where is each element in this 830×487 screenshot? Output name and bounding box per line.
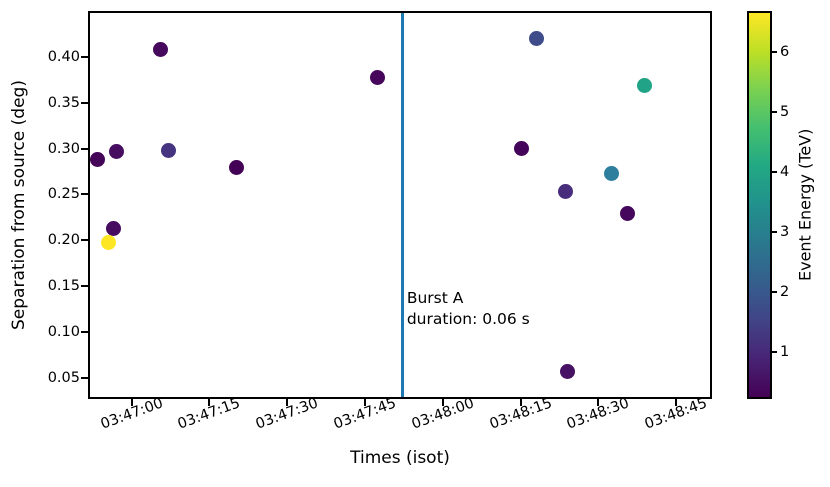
x-tick-mark	[675, 397, 678, 406]
colorbar: 1 2 3 4 5 6 Event Energy (TeV)	[747, 11, 815, 399]
scatter-point	[161, 142, 177, 158]
scatter-point	[109, 143, 125, 159]
y-tick-label: 0.15	[47, 278, 80, 295]
y-tick-mark	[81, 285, 90, 288]
scatter-point	[229, 160, 245, 176]
colorbar-tick-label: 4	[780, 164, 790, 180]
x-tick-mark	[597, 397, 600, 406]
colorbar-tick-label: 6	[780, 44, 790, 60]
burst-vertical-line	[401, 13, 405, 397]
colorbar-gradient	[747, 11, 772, 399]
x-tick-mark	[441, 397, 444, 406]
y-tick-label: 0.20	[47, 232, 80, 249]
y-tick-label: 0.10	[47, 323, 80, 340]
y-tick-label: 0.35	[47, 94, 80, 111]
scatter-point	[560, 363, 576, 379]
x-tick-mark	[208, 397, 211, 406]
scatter-point	[620, 206, 635, 222]
scatter-point	[90, 152, 106, 168]
scatter-point	[603, 165, 619, 181]
scatter-point	[557, 184, 573, 200]
colorbar-tick-label: 5	[780, 104, 790, 120]
y-tick-label: 0.40	[47, 48, 80, 65]
y-tick-label: 0.30	[47, 140, 80, 157]
y-tick-mark	[81, 147, 90, 150]
burst-annotation-line1: Burst A	[406, 289, 464, 307]
y-tick-label: 0.05	[47, 369, 80, 386]
x-tick-mark	[130, 397, 133, 406]
scatter-point	[106, 220, 122, 236]
colorbar-tick-label: 1	[780, 344, 790, 360]
y-tick-label: 0.25	[47, 186, 80, 203]
scatter-point	[100, 234, 116, 250]
burst-annotation-line2: duration: 0.06 s	[406, 310, 530, 328]
colorbar-label: Event Energy (TeV)	[795, 128, 815, 282]
colorbar-tick-mark	[770, 171, 777, 173]
colorbar-tick-mark	[770, 51, 777, 53]
x-axis-label: Times (isot)	[350, 448, 450, 468]
x-tick-mark	[286, 397, 289, 406]
scatter-point	[529, 31, 545, 47]
x-tick-mark	[519, 397, 522, 406]
burst-annotation: Burst A duration: 0.06 s	[407, 288, 530, 330]
scatter-point	[513, 141, 529, 157]
colorbar-tick-mark	[770, 231, 777, 233]
colorbar-tick-mark	[770, 351, 777, 353]
colorbar-tick-mark	[770, 291, 777, 293]
y-tick-mark	[81, 376, 90, 379]
colorbar-tick-label: 3	[780, 224, 790, 240]
scatter-point	[152, 42, 168, 58]
scatter-point	[636, 77, 652, 93]
y-tick-mark	[81, 239, 90, 242]
y-tick-mark	[81, 101, 90, 104]
y-tick-mark	[81, 193, 90, 196]
plot-area: 03:47:00 03:47:15 03:47:30 03:47:45 03:48:00…	[48, 11, 712, 433]
scatter-point	[370, 69, 386, 85]
colorbar-tick-mark	[770, 111, 777, 113]
x-tick-mark	[363, 397, 366, 406]
y-tick-mark	[81, 55, 90, 58]
colorbar-tick-label: 2	[780, 284, 790, 300]
y-tick-mark	[81, 330, 90, 333]
